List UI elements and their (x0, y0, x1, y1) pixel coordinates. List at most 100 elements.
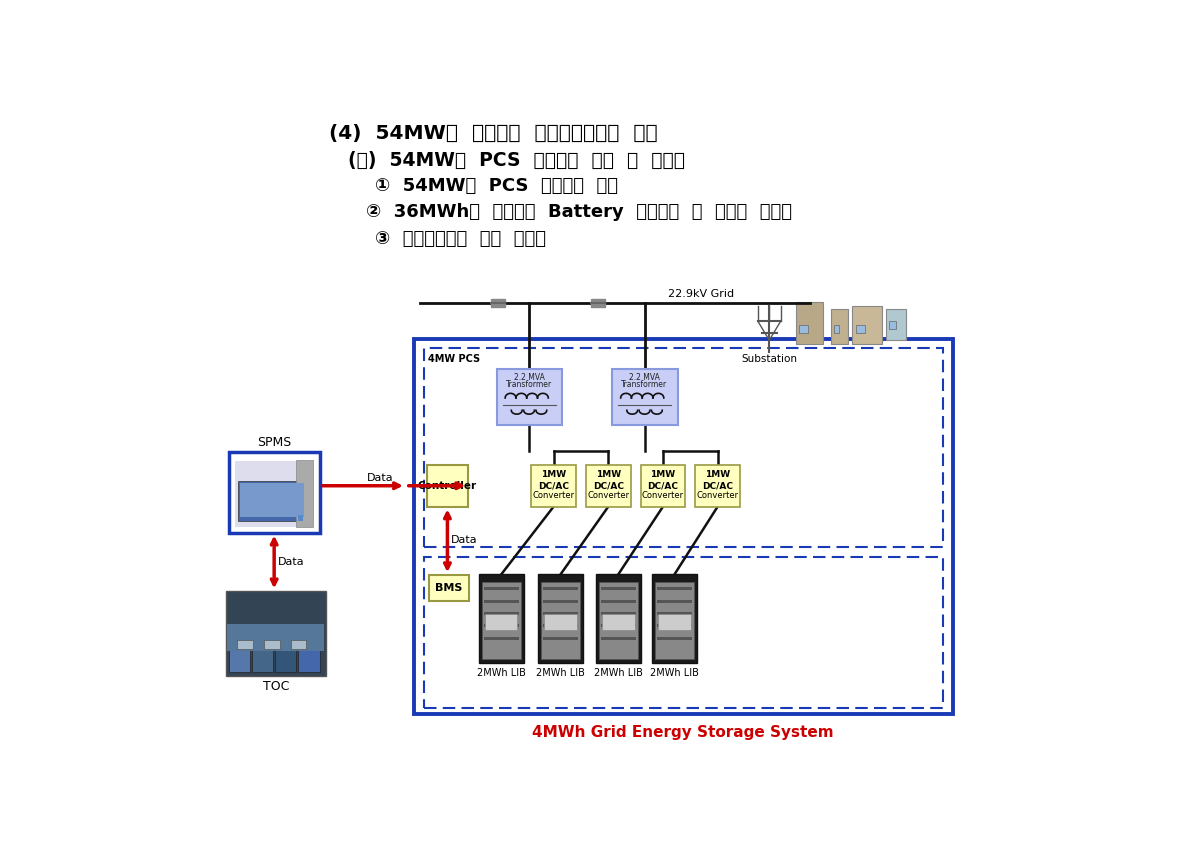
Bar (640, 465, 685, 507)
Bar (414, 338, 952, 714)
Bar (601, 600, 637, 603)
Text: (가)  54MW급  PCS  실증단지  설치  및  시운전: (가) 54MW급 PCS 실증단지 설치 및 시운전 (347, 151, 685, 169)
Text: 4MWh Grid Energy Storage System: 4MWh Grid Energy Storage System (532, 725, 834, 740)
Bar (543, 612, 578, 615)
Bar (252, 645, 274, 672)
Bar (428, 575, 469, 602)
Bar (599, 582, 638, 659)
Text: Transformer: Transformer (506, 381, 552, 389)
Text: 2.2 MVA: 2.2 MVA (630, 373, 660, 382)
Bar (275, 645, 296, 672)
Text: 1MW: 1MW (596, 470, 621, 480)
Text: ②  36MWh급  리튀이온  Battery  연계운전  및  모드별  시운전: ② 36MWh급 리튀이온 Battery 연계운전 및 모드별 시운전 (365, 203, 791, 222)
Bar (601, 637, 637, 640)
Text: (4)  54MW급  이차전지  전력변환시스템  개발: (4) 54MW급 이차전지 전력변환시스템 개발 (328, 124, 657, 143)
Text: 2MWh LIB: 2MWh LIB (594, 667, 643, 678)
Text: 4MW PCS: 4MW PCS (428, 354, 481, 364)
Text: Transformer: Transformer (621, 381, 668, 389)
Bar (601, 624, 637, 628)
Bar (657, 624, 693, 628)
Bar (856, 325, 865, 332)
Text: DC/AC: DC/AC (702, 481, 733, 490)
Text: 2MWh LIB: 2MWh LIB (650, 667, 699, 678)
Bar (496, 370, 562, 425)
Bar (238, 481, 306, 521)
Text: BMS: BMS (436, 583, 463, 593)
Bar (543, 624, 578, 628)
Bar (486, 614, 518, 629)
Text: 2.2 MVA: 2.2 MVA (514, 373, 545, 382)
Text: DC/AC: DC/AC (593, 481, 624, 490)
Text: ③  통합운영센터  연계  시운전: ③ 통합운영센터 연계 시운전 (375, 229, 546, 248)
Text: Converter: Converter (588, 492, 630, 500)
Text: DC/AC: DC/AC (647, 481, 678, 490)
Bar (852, 305, 882, 344)
Text: 22.9kV Grid: 22.9kV Grid (668, 289, 734, 299)
Text: Data: Data (368, 473, 394, 483)
Bar (543, 600, 578, 603)
Text: Converter: Converter (641, 492, 684, 500)
Bar (796, 302, 823, 344)
Bar (543, 637, 578, 640)
Bar (226, 591, 326, 676)
Bar (601, 612, 637, 615)
Bar (657, 587, 693, 591)
Bar (264, 640, 280, 649)
Text: 1MW: 1MW (541, 470, 566, 480)
Bar (889, 321, 896, 328)
Bar (424, 348, 942, 547)
Bar (800, 325, 808, 332)
Bar (541, 582, 580, 659)
Bar (831, 310, 847, 344)
Bar (239, 483, 305, 517)
Text: Substation: Substation (741, 354, 797, 365)
Bar (483, 637, 519, 640)
Bar (234, 461, 313, 526)
Bar (298, 515, 302, 521)
Bar (545, 614, 577, 629)
Text: SPMS: SPMS (257, 437, 292, 449)
Bar (658, 614, 690, 629)
Bar (292, 640, 307, 649)
Bar (483, 600, 519, 603)
Text: 1MW: 1MW (706, 470, 731, 480)
Bar (478, 574, 524, 663)
Bar (887, 310, 906, 340)
Text: Data: Data (278, 557, 305, 567)
Text: Controller: Controller (418, 481, 477, 491)
Bar (602, 614, 634, 629)
Bar (483, 624, 519, 628)
Bar (491, 299, 506, 307)
Bar (596, 574, 640, 663)
Bar (657, 600, 693, 603)
Bar (601, 587, 637, 591)
Bar (227, 624, 324, 651)
Text: ①  54MW급  PCS  실증단지  설치: ① 54MW급 PCS 실증단지 설치 (375, 177, 618, 195)
Bar (482, 582, 520, 659)
Bar (834, 325, 839, 332)
Bar (585, 465, 631, 507)
Bar (298, 645, 320, 672)
Text: 1MW: 1MW (651, 470, 676, 480)
Text: TOC: TOC (263, 680, 289, 693)
Bar (228, 452, 320, 533)
Text: 2MWh LIB: 2MWh LIB (477, 667, 526, 678)
Bar (612, 370, 677, 425)
Bar (591, 299, 606, 307)
Bar (656, 582, 694, 659)
Bar (427, 465, 468, 507)
Text: Data: Data (451, 536, 477, 546)
Bar (538, 574, 583, 663)
Bar (695, 465, 740, 507)
Text: Converter: Converter (696, 492, 739, 500)
Bar (424, 558, 942, 708)
Bar (228, 645, 250, 672)
Bar (237, 640, 252, 649)
Bar (483, 612, 519, 615)
Bar (483, 587, 519, 591)
Bar (652, 574, 697, 663)
Text: DC/AC: DC/AC (538, 481, 569, 490)
Bar (296, 459, 313, 526)
Bar (657, 637, 693, 640)
Text: 2MWh LIB: 2MWh LIB (537, 667, 585, 678)
